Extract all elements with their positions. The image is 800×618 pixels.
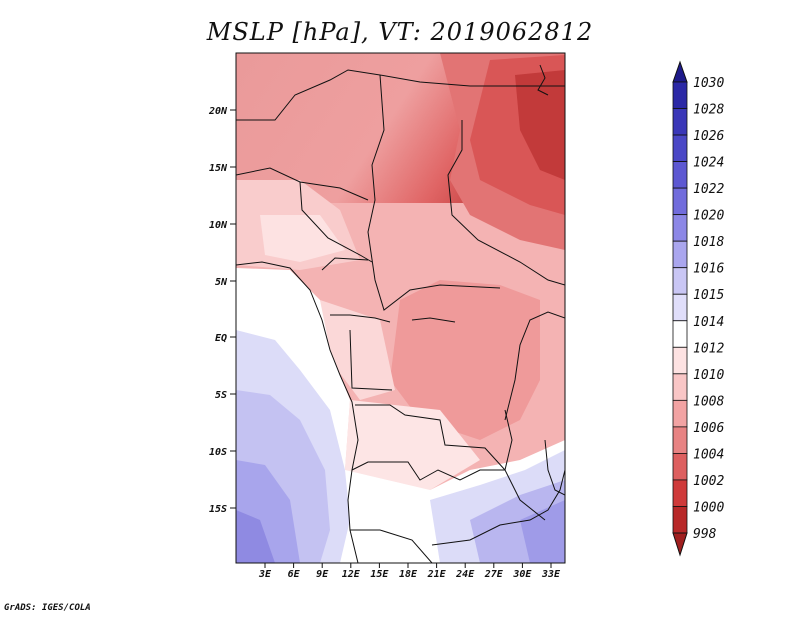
colorbar-segment [672, 134, 688, 162]
colorbar-label: 1028 [693, 103, 724, 118]
lat-label: 10N [209, 220, 228, 231]
colorbar-segment [672, 187, 688, 216]
colorbar-segment [672, 240, 688, 269]
colorbar-label: 1030 [693, 76, 724, 91]
lon-label: 24E [455, 569, 475, 580]
colorbar-label: 998 [693, 527, 717, 542]
border-lines [236, 64, 565, 563]
lon-label: 6E [288, 569, 301, 580]
lat-label: 5N [215, 277, 228, 288]
map-title: MSLP [hPa], VT: 2019062812 [206, 18, 594, 46]
colorbar-bottom-arrow [672, 532, 688, 557]
colorbar-label: 1016 [693, 262, 724, 277]
latitude-axis: 20N 15N 10N 5N EQ 5S 10S 15S [208, 106, 236, 515]
lat-label: 5S [215, 390, 227, 401]
grads-credit: GrADS: IGES/COLA [4, 603, 91, 613]
colorbar-segment [672, 161, 688, 189]
colorbar-top-arrow [672, 60, 688, 83]
colorbar-label: 1020 [693, 209, 724, 224]
lat-label: 20N [208, 106, 228, 117]
lon-label: 33E [541, 569, 561, 580]
colorbar-label: 1014 [693, 315, 724, 330]
lon-label: 15E [370, 569, 389, 580]
colorbar-segment [672, 214, 688, 242]
colorbar-segment [672, 81, 688, 109]
lon-label: 30E [512, 569, 532, 580]
lat-label: 15S [209, 504, 227, 515]
colorbar-segment [672, 293, 688, 322]
colorbar-segment [672, 373, 688, 401]
lon-label: 21E [427, 569, 447, 580]
map-frame [235, 52, 566, 564]
colorbar-segment [672, 506, 688, 534]
colorbar: 1030 1028 1026 1024 1022 1020 1018 1016 1015 1014… [672, 60, 724, 557]
colorbar-label: 1012 [693, 341, 724, 356]
lon-label: 27E [484, 569, 504, 580]
colorbar-label: 1010 [693, 368, 724, 383]
colorbar-segment [672, 426, 688, 454]
colorbar-segment [672, 453, 688, 481]
longitude-axis: 3E 6E 9E 12E 15E 18E 21E 24E 27E 30E 33E [258, 563, 561, 580]
colorbar-label: 1008 [693, 394, 724, 409]
lat-label: 10S [209, 447, 227, 458]
colorbar-label: 1006 [693, 421, 724, 436]
colorbar-label: 1015 [693, 288, 724, 303]
pressure-field [236, 53, 565, 563]
colorbar-label: 1002 [693, 474, 724, 489]
colorbar-segment [672, 320, 688, 348]
lon-label: 9E [316, 569, 329, 580]
colorbar-label: 1018 [693, 235, 724, 250]
colorbar-label: 1024 [693, 156, 724, 171]
colorbar-label: 1026 [693, 129, 724, 144]
colorbar-segment [672, 267, 688, 295]
colorbar-label: 1022 [693, 182, 724, 197]
lon-label: 12E [342, 569, 361, 580]
lon-label: 3E [258, 569, 272, 580]
colorbar-segment [672, 479, 688, 507]
colorbar-segment [672, 108, 688, 136]
colorbar-segment [672, 346, 688, 375]
colorbar-label: 1000 [693, 500, 724, 515]
lat-label: 15N [209, 163, 228, 174]
colorbar-label: 1004 [693, 447, 724, 462]
colorbar-segment [672, 399, 688, 428]
lon-label: 18E [399, 569, 418, 580]
lat-label: EQ [215, 333, 227, 344]
